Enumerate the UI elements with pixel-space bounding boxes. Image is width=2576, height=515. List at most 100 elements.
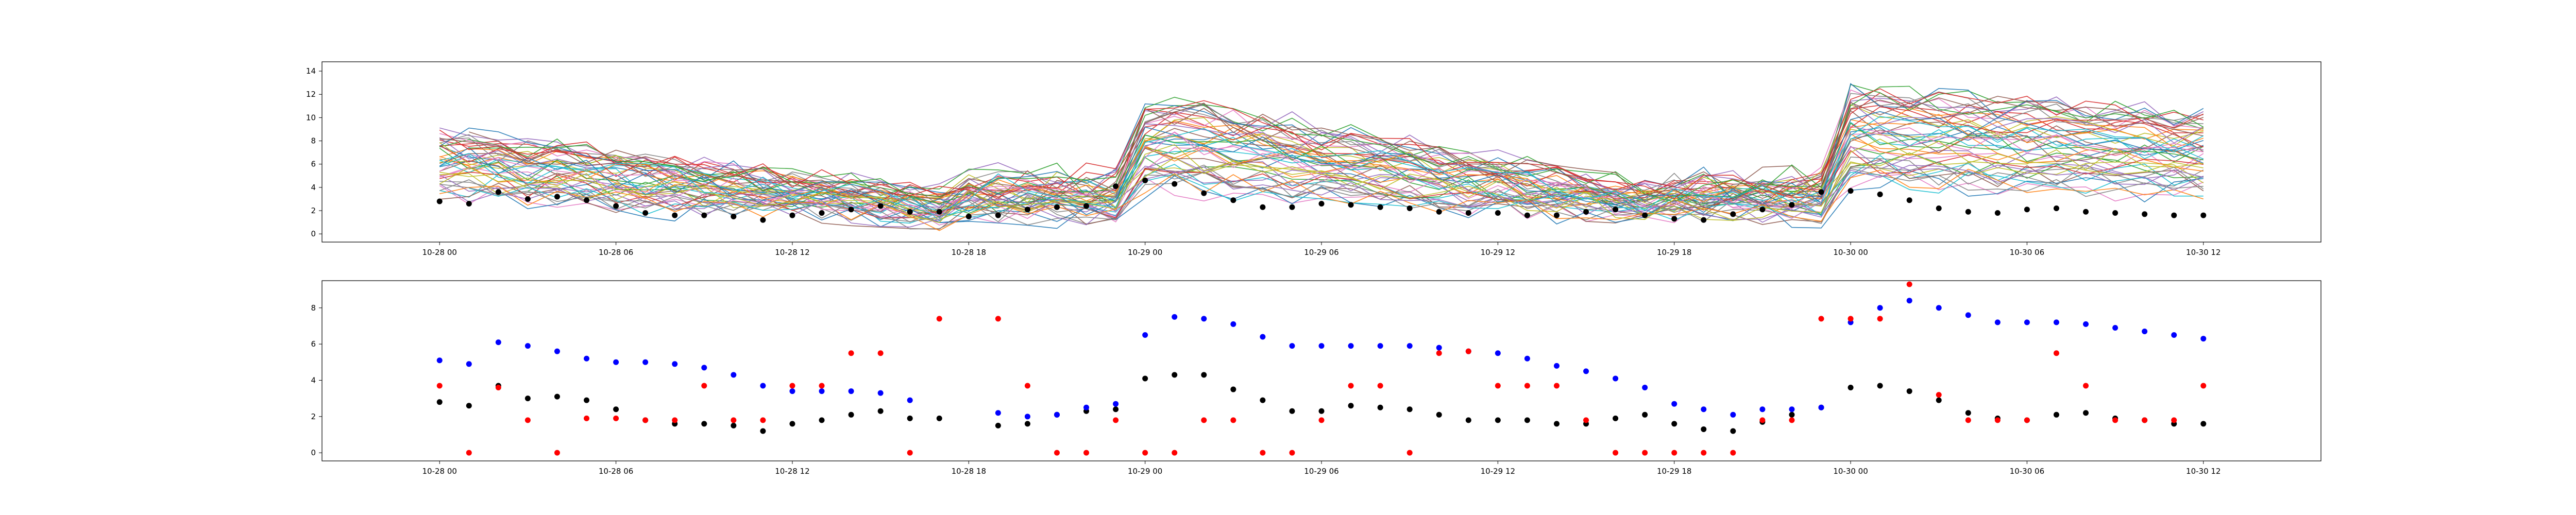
data-point	[2112, 417, 2119, 423]
data-point	[2200, 383, 2207, 389]
x-tick-label: 10-28 12	[775, 467, 809, 476]
data-point	[2053, 319, 2059, 325]
data-point	[524, 417, 531, 423]
data-point	[1142, 332, 1148, 338]
top-x-axis: 10-28 00 10-28 06 10-28 12 10-28 18 10-29 00…	[422, 242, 2221, 257]
data-point	[2083, 321, 2089, 327]
data-point	[1406, 205, 1413, 212]
top-line-chart: 10-28 00 10-28 06 10-28 12 10-28 18 10-29 00…	[306, 61, 2321, 257]
data-point	[2142, 328, 2148, 334]
x-tick-label: 10-29 18	[1657, 248, 1691, 257]
data-point	[1701, 406, 1707, 413]
data-point	[1965, 312, 1971, 318]
data-point	[554, 393, 560, 400]
data-point	[877, 408, 884, 414]
data-point	[1230, 386, 1236, 392]
data-point	[613, 406, 619, 413]
data-point	[1701, 217, 1707, 223]
data-point	[701, 212, 707, 218]
series-line	[439, 152, 2204, 221]
bottom-y-axis: 0 2 4 6 8	[311, 303, 322, 457]
y-tick-label: 14	[306, 66, 316, 76]
data-point	[1230, 321, 1236, 327]
bottom-scatter-points	[436, 281, 2207, 456]
data-point	[1113, 417, 1119, 423]
data-point	[1495, 417, 1501, 423]
data-point	[613, 203, 619, 209]
data-point	[1789, 406, 1795, 413]
data-point	[995, 410, 1001, 416]
series-line	[439, 104, 2204, 212]
data-point	[1936, 392, 1942, 398]
y-tick-label: 4	[311, 375, 316, 385]
series-line	[439, 88, 2204, 199]
data-point	[613, 359, 619, 365]
series-line	[439, 168, 2204, 231]
data-point	[848, 207, 854, 213]
data-point	[1436, 411, 1442, 418]
data-point	[1113, 401, 1119, 407]
data-point	[1730, 428, 1736, 434]
x-tick-label: 10-28 18	[952, 248, 986, 257]
data-point	[1553, 363, 1560, 369]
data-point	[1348, 202, 1354, 208]
data-point	[1201, 417, 1207, 423]
data-point	[731, 422, 737, 428]
data-point	[1289, 204, 1295, 210]
x-tick-label: 10-28 12	[775, 248, 809, 257]
data-point	[2083, 410, 2089, 416]
data-point	[613, 415, 619, 421]
data-point	[1406, 343, 1413, 349]
data-point	[1818, 404, 1824, 410]
data-point	[1583, 368, 1589, 374]
data-point	[2083, 383, 2089, 389]
data-point	[1642, 411, 1648, 418]
data-point	[495, 189, 501, 195]
data-point	[495, 385, 501, 391]
data-point	[1906, 197, 1912, 203]
data-point	[642, 359, 649, 365]
series-line	[439, 131, 2204, 216]
data-point	[1613, 207, 1619, 213]
data-point	[2053, 411, 2059, 418]
data-point	[1994, 417, 2001, 423]
data-point	[1377, 383, 1383, 389]
data-point	[1495, 210, 1501, 216]
data-point	[731, 213, 737, 219]
data-point	[1142, 450, 1148, 456]
data-point	[1465, 417, 1471, 423]
data-point	[1201, 190, 1207, 196]
data-point	[1965, 410, 1971, 416]
data-point	[554, 348, 560, 354]
x-tick-label: 10-28 00	[422, 467, 457, 476]
data-point	[1024, 421, 1030, 427]
data-point	[1083, 203, 1090, 209]
data-point	[1994, 210, 2001, 216]
data-point	[2142, 417, 2148, 423]
data-point	[1260, 204, 1266, 210]
series-line	[439, 114, 2204, 208]
data-point	[1789, 417, 1795, 423]
data-point	[1789, 202, 1795, 208]
data-point	[995, 316, 1001, 322]
data-point	[1201, 372, 1207, 378]
data-point	[1701, 450, 1707, 456]
data-point	[731, 417, 737, 423]
data-point	[1172, 314, 1178, 320]
data-point	[1495, 350, 1501, 356]
data-point	[1965, 209, 1971, 215]
data-point	[1759, 406, 1766, 413]
x-tick-label: 10-30 06	[2010, 467, 2044, 476]
data-point	[1230, 417, 1236, 423]
x-tick-label: 10-29 06	[1304, 467, 1338, 476]
y-tick-label: 6	[311, 160, 316, 169]
data-point	[1877, 316, 1883, 322]
x-tick-label: 10-30 06	[2010, 248, 2044, 257]
data-point	[436, 198, 443, 204]
data-point	[2024, 207, 2030, 213]
bottom-x-axis: 10-28 00 10-28 06 10-28 12 10-28 18 10-29 00…	[422, 461, 2221, 476]
data-point	[1524, 212, 1530, 218]
data-point	[584, 197, 590, 203]
data-point	[466, 361, 472, 367]
y-tick-label: 2	[311, 206, 316, 215]
